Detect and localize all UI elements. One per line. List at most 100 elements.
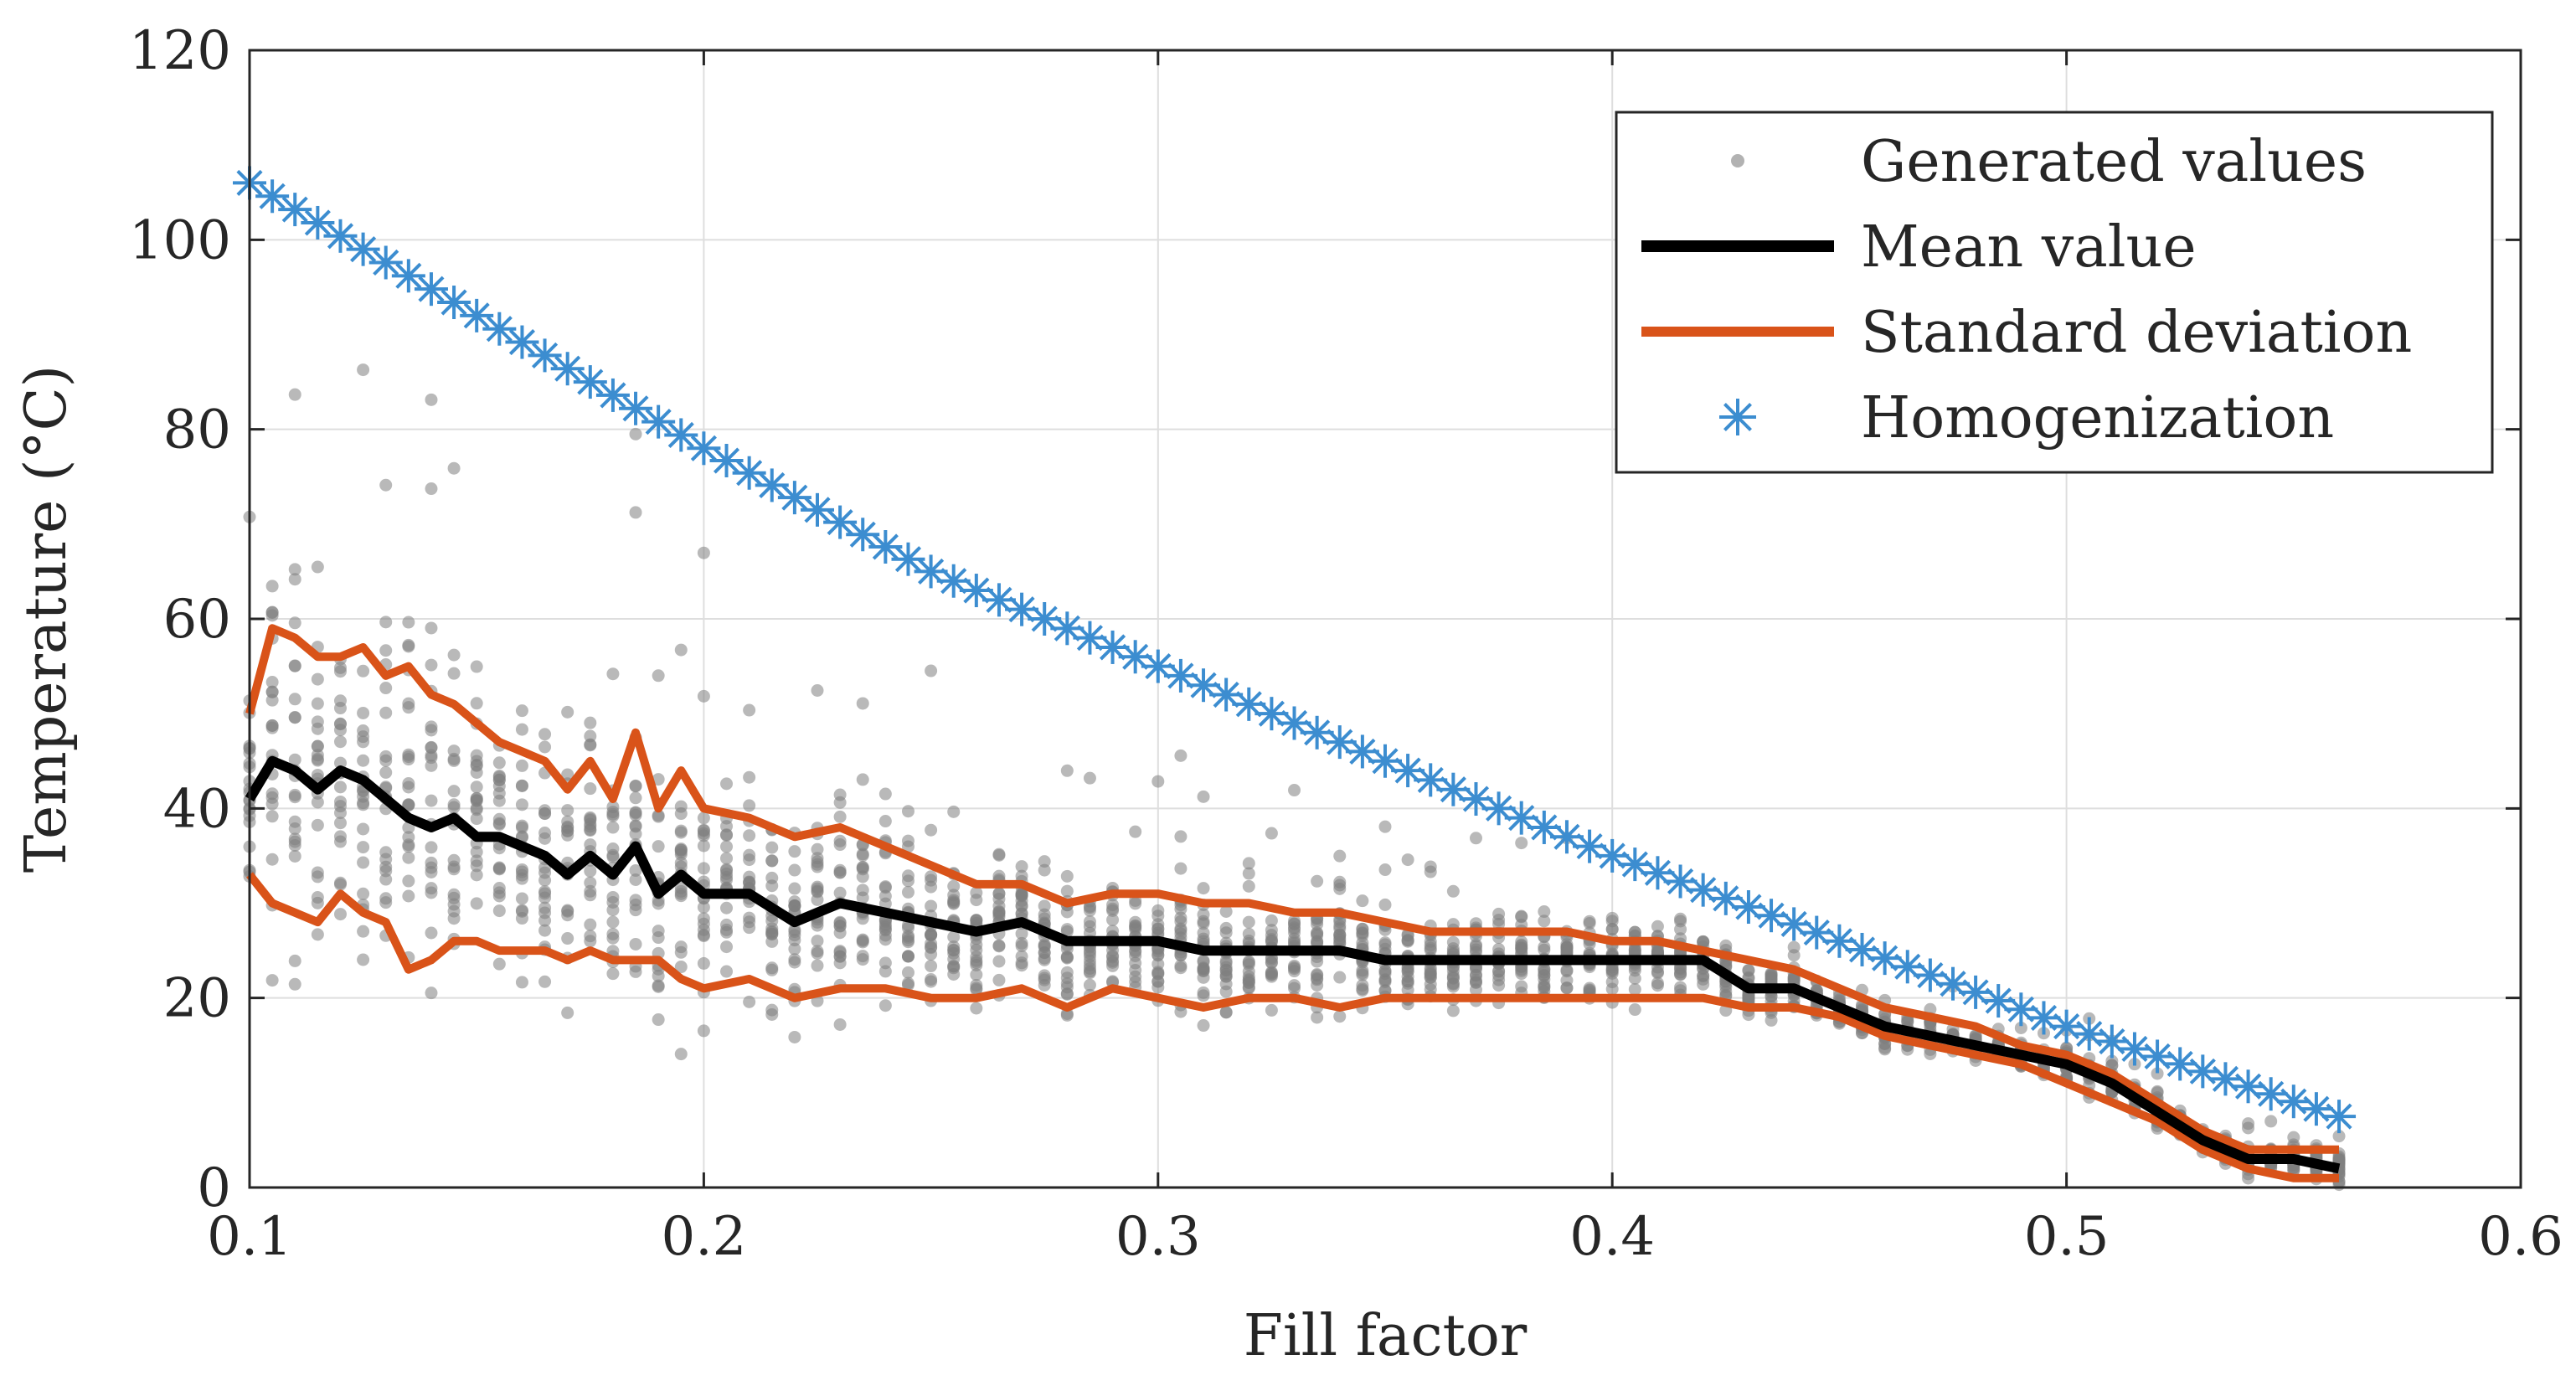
generated-value-point bbox=[1765, 971, 1778, 984]
generated-value-point bbox=[333, 724, 347, 737]
generated-value-point bbox=[1742, 992, 1755, 1005]
homogenization-point bbox=[1845, 932, 1879, 966]
generated-value-point bbox=[629, 791, 642, 805]
homogenization-point bbox=[1913, 958, 1947, 992]
generated-value-point bbox=[1697, 935, 1710, 948]
homogenization-point bbox=[2276, 1084, 2311, 1119]
homogenization-star-stroke bbox=[759, 471, 786, 498]
generated-value-point bbox=[1538, 914, 1551, 928]
generated-value-point bbox=[402, 638, 415, 652]
generated-value-point bbox=[901, 805, 914, 818]
generated-value-point bbox=[629, 937, 642, 951]
generated-value-point bbox=[1288, 981, 1301, 995]
homogenization-star-stroke bbox=[1599, 842, 1625, 869]
homogenization-point bbox=[641, 404, 676, 439]
homogenization-star-stroke bbox=[2166, 1050, 2193, 1077]
generated-value-point bbox=[1469, 938, 1482, 951]
generated-value-point bbox=[878, 880, 892, 894]
generated-value-point bbox=[925, 973, 938, 987]
generated-value-point bbox=[492, 769, 506, 782]
generated-value-point bbox=[697, 829, 710, 842]
homogenization-star-stroke bbox=[1508, 805, 1535, 832]
homogenization-star-stroke bbox=[2076, 1021, 2103, 1048]
generated-value-point bbox=[629, 820, 642, 833]
homogenization-point bbox=[801, 492, 834, 527]
generated-value-point bbox=[652, 925, 665, 938]
homogenization-point bbox=[2049, 1009, 2084, 1043]
generated-value-point bbox=[970, 983, 983, 997]
generated-value-point bbox=[1242, 879, 1255, 893]
generated-value-point bbox=[288, 693, 301, 706]
homogenization-point bbox=[505, 325, 539, 359]
homogenization-point bbox=[2163, 1047, 2197, 1081]
generated-value-point bbox=[1605, 911, 1619, 925]
homogenization-star-stroke bbox=[849, 521, 876, 548]
homogenization-star-stroke bbox=[622, 395, 649, 422]
generated-value-point bbox=[1446, 971, 1460, 984]
homogenization-star-stroke bbox=[2189, 1058, 2216, 1084]
homogenization-star-stroke bbox=[1462, 786, 1490, 812]
generated-value-point bbox=[561, 804, 574, 817]
generated-value-point bbox=[333, 806, 347, 820]
generated-value-point bbox=[1174, 862, 1188, 875]
generated-value-point bbox=[606, 967, 620, 981]
generated-value-point bbox=[1651, 965, 1664, 978]
generated-value-point bbox=[1083, 978, 1096, 992]
generated-value-point bbox=[492, 882, 506, 895]
generated-value-point bbox=[811, 935, 824, 948]
legend-symbol-generated bbox=[1731, 154, 1744, 167]
generated-value-point bbox=[357, 822, 370, 836]
generated-value-point bbox=[1560, 981, 1574, 995]
generated-value-point bbox=[1015, 940, 1028, 953]
generated-value-point bbox=[720, 965, 734, 978]
homogenization-star-stroke bbox=[2007, 996, 2034, 1023]
generated-value-point bbox=[788, 845, 801, 858]
y-tick-label: 120 bbox=[129, 20, 231, 82]
generated-value-point bbox=[379, 706, 393, 719]
homogenization-point bbox=[1890, 950, 1924, 984]
generated-value-point bbox=[425, 621, 438, 635]
generated-value-point bbox=[720, 923, 734, 936]
generated-value-point bbox=[425, 794, 438, 807]
generated-value-point bbox=[1015, 959, 1028, 972]
generated-value-point bbox=[1424, 977, 1437, 991]
generated-value-point bbox=[1174, 927, 1188, 940]
generated-value-point bbox=[1311, 874, 1324, 888]
homogenization-point bbox=[732, 456, 766, 490]
generated-value-point bbox=[470, 781, 483, 794]
generated-value-point bbox=[674, 842, 688, 856]
generated-value-point bbox=[1628, 1003, 1641, 1017]
generated-value-point bbox=[878, 956, 892, 970]
generated-value-point bbox=[1038, 953, 1051, 966]
generated-value-point bbox=[1242, 927, 1255, 940]
homogenization-star-stroke bbox=[667, 421, 694, 449]
generated-value-point bbox=[1378, 820, 1392, 833]
generated-value-point bbox=[1242, 965, 1255, 978]
generated-value-point bbox=[811, 959, 824, 972]
generated-value-point bbox=[515, 863, 528, 876]
generated-value-point bbox=[743, 829, 756, 842]
generated-value-point bbox=[425, 886, 438, 899]
generated-value-point bbox=[1197, 964, 1210, 977]
generated-value-point bbox=[856, 912, 869, 925]
generated-value-point bbox=[357, 925, 370, 938]
generated-value-point bbox=[311, 697, 324, 710]
x-tick-label: 0.5 bbox=[2024, 1206, 2110, 1268]
generated-value-point bbox=[447, 667, 461, 680]
generated-value-point bbox=[606, 801, 620, 814]
generated-value-point bbox=[584, 864, 597, 878]
homogenization-star-stroke bbox=[1122, 643, 1149, 670]
homogenization-point bbox=[1595, 838, 1630, 873]
homogenization-star-stroke bbox=[577, 368, 604, 395]
homogenization-star-stroke bbox=[532, 342, 559, 368]
homogenization-point bbox=[2254, 1077, 2288, 1111]
generated-value-point bbox=[629, 506, 642, 519]
homogenization-star-stroke bbox=[1621, 851, 1648, 878]
generated-value-point bbox=[1219, 904, 1233, 918]
generated-value-point bbox=[1060, 869, 1074, 883]
homogenization-star-stroke bbox=[440, 289, 467, 316]
y-tick-label: 80 bbox=[163, 399, 231, 461]
generated-value-point bbox=[1151, 948, 1165, 961]
generated-value-point bbox=[697, 917, 710, 930]
